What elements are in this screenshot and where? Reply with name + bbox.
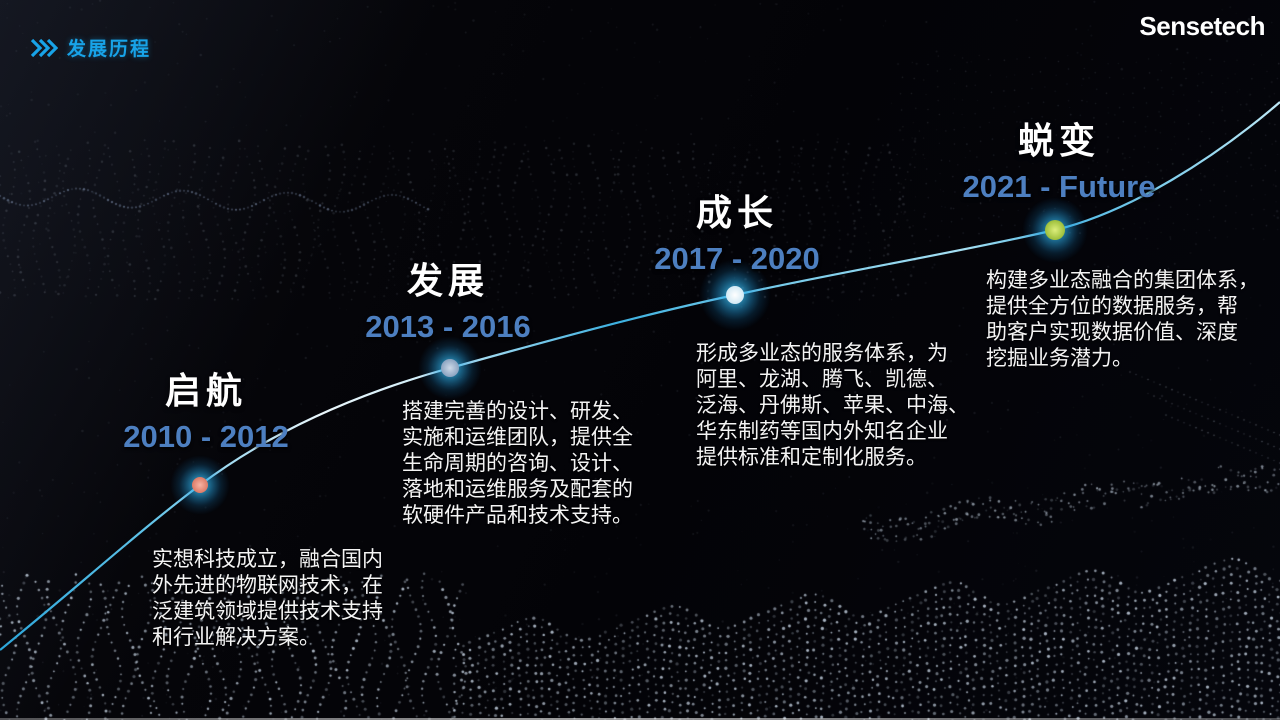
milestone-4-period: 2021 - Future: [962, 169, 1156, 204]
page-title: 发展历程: [67, 39, 152, 60]
milestone-dot-4: [1022, 197, 1088, 263]
milestone-1-period: 2010 - 2012: [123, 419, 289, 454]
milestone-1-description: 实想科技成立，融合国内 外先进的物联网技术，在 泛建筑领域提供技术支持 和行业解…: [152, 548, 383, 649]
milestone-4-title: 蜕变: [1017, 120, 1100, 161]
milestone-dot-1: [170, 455, 230, 515]
slide-header: 发展历程: [30, 34, 151, 61]
company-logo: Sensetech: [1139, 11, 1265, 41]
milestone-1-title: 启航: [164, 370, 247, 411]
milestone-2-period: 2013 - 2016: [365, 309, 531, 344]
milestone-3-description: 形成多业态的服务体系，为 阿里、龙湖、腾飞、凯德、 泛海、丹佛斯、苹果、中海、 …: [696, 342, 969, 469]
milestone-3-title: 成长: [695, 192, 778, 233]
milestone-dot-2: [418, 336, 482, 400]
milestone-4-description: 构建多业态融合的集团体系， 提供全方位的数据服务，帮 助客户实现数据价值、深度 …: [986, 269, 1259, 370]
milestone-2-label: 发展 2013 - 2016: [348, 252, 548, 345]
milestone-4-label: 蜕变 2021 - Future: [950, 112, 1168, 205]
triple-chevron-right-icon: [30, 38, 58, 57]
milestone-dot-3: [699, 259, 771, 331]
milestone-3-label: 成长 2017 - 2020: [637, 184, 837, 277]
milestone-1-label: 启航 2010 - 2012: [106, 362, 306, 455]
milestone-2-title: 发展: [406, 260, 489, 301]
milestone-3-period: 2017 - 2020: [654, 241, 820, 276]
milestone-2-description: 搭建完善的设计、研发、 实施和运维团队，提供全 生命周期的咨询、设计、 落地和运…: [402, 400, 633, 527]
